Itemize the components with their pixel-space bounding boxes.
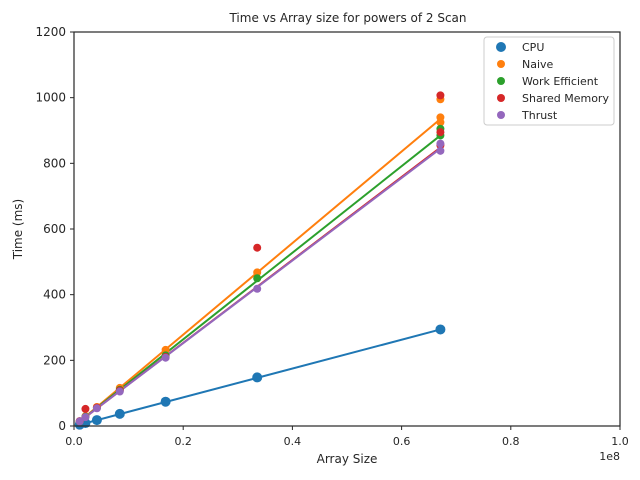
- legend-label-shared-memory: Shared Memory: [522, 92, 609, 105]
- legend-label-thrust: Thrust: [521, 109, 558, 122]
- y-tick-label: 0: [58, 419, 66, 433]
- legend-label-naive: Naive: [522, 58, 554, 71]
- cpu-point: [114, 408, 125, 419]
- y-axis-ticks: 0 200 400 600 800 1000 1200: [35, 25, 74, 433]
- legend: CPU Naive Work Efficient Shared Memory Thrus…: [483, 36, 615, 126]
- x-axis-offset-label: 1e8: [599, 450, 620, 463]
- legend-label-cpu: CPU: [522, 41, 544, 54]
- legend-marker-work-efficient: [497, 77, 505, 85]
- legend-label-work-efficient: Work Efficient: [522, 75, 599, 88]
- x-axis-ticks: 0.0 0.2 0.4 0.6 0.8 1.0: [65, 426, 629, 448]
- x-tick-label: 0.6: [393, 435, 411, 448]
- cpu-point: [435, 324, 446, 335]
- cpu-point: [91, 415, 102, 426]
- thrust-point: [81, 413, 90, 422]
- naive-point: [161, 345, 170, 354]
- thrust-point: [92, 404, 101, 413]
- thrust-point: [436, 146, 445, 155]
- thrust-point: [161, 353, 170, 362]
- legend-marker-shared-memory: [497, 94, 505, 102]
- y-tick-label: 800: [43, 156, 66, 170]
- y-axis-label: Time (ms): [11, 199, 25, 261]
- x-axis-label: Array Size: [317, 452, 378, 466]
- thrust-point: [253, 284, 262, 293]
- naive-point: [436, 118, 445, 127]
- naive-point: [253, 268, 262, 277]
- y-tick-label: 400: [43, 288, 66, 302]
- work-efficient-point: [253, 274, 262, 283]
- x-tick-label: 0.8: [502, 435, 520, 448]
- thrust-point: [75, 417, 84, 426]
- x-tick-label: 0.2: [174, 435, 192, 448]
- legend-marker-naive: [497, 60, 505, 68]
- shared-memory-point: [436, 91, 445, 100]
- cpu-point: [160, 396, 171, 407]
- legend-marker-cpu: [496, 42, 506, 52]
- cpu-point: [252, 372, 263, 383]
- shared-memory-point: [436, 128, 445, 137]
- x-tick-label: 1.0: [611, 435, 629, 448]
- legend-marker-thrust: [497, 111, 505, 119]
- y-tick-label: 1000: [35, 91, 66, 105]
- shared-memory-point: [81, 404, 90, 413]
- chart-title: Time vs Array size for powers of 2 Scan: [228, 11, 466, 25]
- y-tick-label: 200: [43, 353, 66, 367]
- y-tick-label: 600: [43, 222, 66, 236]
- shared-memory-point: [253, 243, 262, 252]
- legend-box: [483, 36, 615, 126]
- thrust-point: [115, 387, 124, 396]
- x-tick-label: 0.4: [284, 435, 302, 448]
- thrust-fit-line: [79, 147, 442, 423]
- thrust-point: [436, 139, 445, 148]
- x-tick-label: 0.0: [65, 435, 83, 448]
- y-tick-label: 1200: [35, 25, 66, 39]
